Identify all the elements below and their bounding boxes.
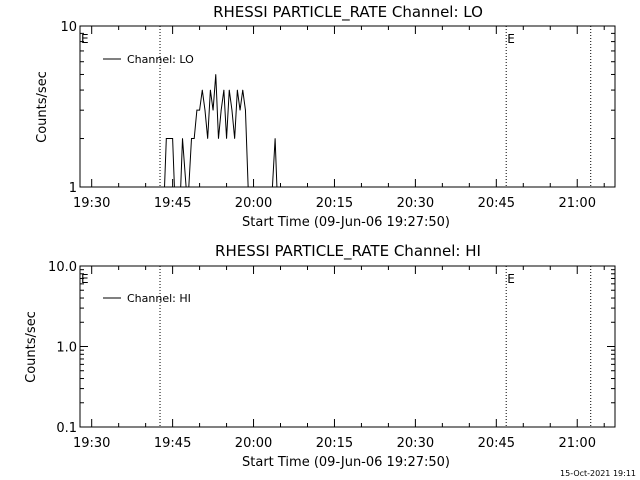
lo-panel: RHESSI PARTICLE_RATE Channel: LO 1 10 19:… (35, 3, 616, 230)
lo-data-point (234, 138, 236, 139)
lo-x-tick-label-1: 19:45 (154, 196, 191, 211)
lo-data-point (231, 109, 233, 111)
hi-x-tick-label-4: 20:30 (397, 436, 434, 451)
lo-data-point (226, 138, 227, 139)
lo-data-point (263, 186, 265, 188)
lo-data-point (253, 186, 254, 188)
hi-x-tick-label-2: 20:00 (235, 436, 272, 451)
lo-data-point (164, 186, 165, 188)
hi-y-tick-label-1: 1.0 (56, 341, 77, 356)
lo-data-point (261, 186, 263, 188)
lo-data-point (276, 186, 278, 188)
lo-data-point (159, 186, 161, 188)
footer-timestamp: 15-Oct-2021 19:11 (560, 469, 636, 478)
hi-panel: RHESSI PARTICLE_RATE Channel: HI 0.1 1.0 1… (24, 242, 616, 470)
hi-event-marker-label-1: E (507, 272, 515, 286)
lo-legend-label: Channel: LO (127, 53, 194, 66)
lo-axis-ticks (80, 25, 615, 188)
lo-data-point (247, 186, 249, 188)
lo-y-tick-label-1: 10 (60, 20, 77, 35)
hi-legend: Channel: HI (103, 292, 191, 305)
hi-y-tick-label-0: 0.1 (56, 421, 77, 436)
lo-series-line-0 (160, 74, 279, 188)
lo-data-point (199, 109, 200, 111)
hi-y-tick-labels: 0.1 1.0 10.0 (48, 260, 77, 436)
lo-data-point (185, 186, 187, 188)
lo-data-point (204, 109, 206, 111)
lo-x-tick-label-3: 20:15 (316, 196, 353, 211)
lo-x-tick-label-6: 21:00 (559, 196, 596, 211)
hi-axis-ticks (80, 265, 615, 428)
lo-data-point (223, 89, 225, 91)
lo-data-point (266, 186, 268, 188)
hi-x-tick-label-5: 20:45 (478, 436, 515, 451)
lo-data-point (165, 138, 167, 139)
lo-x-tick-label-5: 20:45 (478, 196, 515, 211)
lo-x-tick-label-0: 19:30 (73, 196, 110, 211)
lo-data-point (188, 186, 190, 188)
lo-y-axis-label: Counts/sec (35, 71, 50, 143)
lo-y-tick-labels: 1 10 (60, 20, 77, 196)
hi-x-tick-label-6: 21:00 (559, 436, 596, 451)
lo-data-point (218, 138, 219, 139)
lo-data-point (193, 138, 195, 139)
hi-x-tick-label-3: 20:15 (316, 436, 353, 451)
lo-data-point (236, 89, 238, 91)
hi-legend-label: Channel: HI (127, 292, 191, 305)
lo-x-tick-label-2: 20:00 (235, 196, 272, 211)
lo-data-point (255, 186, 257, 188)
lo-data-point (274, 138, 276, 139)
lo-series-group (159, 74, 280, 188)
lo-data-point (207, 138, 209, 139)
hi-chart-title: RHESSI PARTICLE_RATE Channel: HI (215, 242, 481, 261)
lo-event-marker-label-1: E (507, 32, 515, 46)
lo-data-point (201, 89, 203, 91)
hi-y-tick-label-2: 10.0 (48, 260, 77, 275)
lo-data-point (182, 138, 183, 139)
lo-data-point (242, 89, 244, 91)
lo-y-tick-label-0: 1 (69, 181, 77, 196)
lo-chart-title: RHESSI PARTICLE_RATE Channel: LO (213, 3, 483, 22)
lo-data-point (215, 74, 217, 75)
lo-data-point (191, 138, 192, 139)
hi-x-tick-label-1: 19:45 (154, 436, 191, 451)
lo-event-marker-label-0: E (81, 32, 89, 46)
lo-legend: Channel: LO (103, 53, 194, 66)
lo-data-point (269, 186, 271, 188)
hi-x-tick-labels: 19:30 19:45 20:00 20:15 20:30 20:45 21:00 (73, 436, 596, 451)
lo-plot-frame (79, 25, 616, 188)
lo-data-point (278, 186, 280, 188)
lo-data-point (245, 109, 246, 111)
lo-x-axis-label: Start Time (09-Jun-06 19:27:50) (242, 215, 450, 230)
lo-data-point (250, 186, 252, 188)
lo-data-point (172, 138, 174, 139)
lo-data-point (272, 186, 273, 188)
lo-data-point (258, 186, 260, 188)
hi-x-axis-label: Start Time (09-Jun-06 19:27:50) (242, 455, 450, 470)
hi-event-marker-label-0: E (81, 272, 89, 286)
lo-data-point (196, 109, 198, 111)
hi-y-axis-label: Counts/sec (24, 311, 39, 383)
lo-data-point (228, 89, 230, 91)
lo-x-tick-labels: 19:30 19:45 20:00 20:15 20:30 20:45 21:00 (73, 196, 596, 211)
lo-data-point (180, 186, 182, 188)
hi-x-tick-label-0: 19:30 (73, 436, 110, 451)
lo-x-tick-label-4: 20:30 (397, 196, 434, 211)
lo-data-point (220, 109, 222, 111)
lo-data-point (209, 89, 211, 91)
lo-data-point (212, 109, 214, 111)
lo-data-point (239, 109, 241, 111)
lo-data-point (174, 186, 175, 188)
